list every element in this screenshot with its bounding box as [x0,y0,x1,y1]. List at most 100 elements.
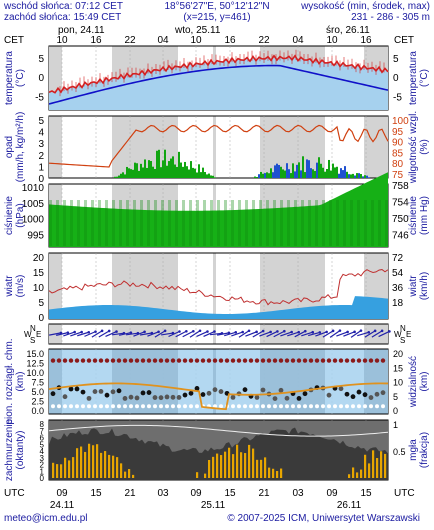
cloud-base-dot [98,389,104,394]
tick-label-left: 0.0 [31,406,44,416]
pressure-shade [196,200,199,246]
precip-bar [258,174,260,178]
copyright-text: © 2007-2025 ICM, Uniwersytet Warszawski [227,513,420,524]
wind-arrow [147,331,159,337]
wind-arrow [259,331,271,337]
pressure-shade [357,200,360,246]
wind-arrow [175,330,187,338]
cloud-low-dot [177,404,181,409]
axis-label-right: mgła [408,439,419,461]
cloud-low-dot [171,404,175,409]
wind-arrow [287,331,299,337]
wind-arrow-head [73,330,76,334]
fog-bar [108,454,111,478]
cloud-top-dot [356,358,362,363]
compass-w: W [24,330,32,339]
cloud-low-dot [231,404,235,409]
cloud-base-dot [362,392,368,398]
hour-label-bottom: 15 [90,488,102,499]
cloud-top-dot [326,358,332,363]
fog-bar [212,456,215,478]
wind-arrow [168,330,180,338]
pressure-shade [343,200,346,246]
wind-arrow-head [192,329,195,333]
cloud-low-dot [135,404,139,409]
axis-label-right: wiatr [408,275,419,298]
cloud-top-dot [284,358,290,363]
cloud-top-dot [164,358,170,363]
hour-label-bottom: 21 [124,488,136,499]
cloud-base-dot [110,389,116,395]
precip-bar [336,166,338,178]
wind-arrow-head [380,329,384,333]
tick-label-right: 10 [393,378,403,388]
tick-label-right: 0 [393,73,399,84]
fog-bar [72,457,75,478]
cloud-base-dot [212,387,218,393]
cloud-low-dot [117,404,121,409]
precip-bar [146,167,148,178]
cloud-low-dot [75,404,79,409]
cloud-base-dot [62,394,68,400]
wind-arrow [294,330,306,338]
cloud-top-dot [188,358,194,363]
precip-bar [204,172,206,178]
pressure-shade [210,200,213,246]
precip-bar [264,173,266,178]
fog-bar [112,455,115,478]
cloud-low-dot [57,404,61,409]
cloud-top-dot [92,358,98,363]
cloud-top-dot [296,358,302,363]
pressure-shade [182,200,185,246]
fog-bar [244,453,247,478]
day-label: śro, 26.11 [326,25,370,36]
cloud-top-dot [128,358,134,363]
precip-bar [214,177,216,178]
cloud-top-dot [290,358,296,363]
precip-bar [360,174,362,178]
cloud-top-dot [110,358,116,363]
elevation-values: 231 - 286 - 305 m [351,12,430,23]
cloud-low-dot [81,404,85,409]
wind-arrow [357,331,369,337]
wind-arrow [98,330,110,338]
cloud-base-dot [278,387,284,393]
precip-bar [260,171,262,178]
tick-label-left: 3 [38,139,44,150]
axis-label-left: (m/s) [15,275,26,298]
cloud-low-dot [141,404,145,409]
compass-e: E [406,330,411,339]
cloud-top-dot [368,358,374,363]
precip-bar [338,173,340,178]
fog-bar [216,453,219,478]
cloud-base-dot [176,395,182,400]
wind-arrow [70,331,82,337]
sun-times: wschód słońca: 07:12 CET zachód słońca: … [4,1,123,23]
precip-bar [314,170,316,178]
wind-arrow [189,330,201,338]
tick-label-left: 1010 [22,183,45,194]
wind-arrow-head [331,329,335,333]
cloud-base-dot [86,395,92,401]
cloud-base-dot [170,394,176,400]
cloud-top-dot [248,358,254,363]
cloud-top-dot [338,358,344,363]
axis-label-right: (km) [419,372,430,392]
fog-bar [376,458,379,478]
precip-bar [200,172,202,178]
axis-label-left: (hPa) [15,203,26,227]
precip-bar [294,171,296,178]
axis-label-right: (°C) [419,69,430,87]
contact-email[interactable]: meteo@icm.edu.pl [4,513,88,524]
precip-bar [284,170,286,178]
cloud-top-dot [62,358,68,363]
precip-bar [256,176,258,178]
wind-arrow-head [241,330,244,334]
cloud-low-dot [123,404,127,409]
tick-label-left: 5.0 [31,387,44,397]
precip-bar [128,168,130,178]
precip-bar [168,161,170,178]
precip-bar [334,167,336,178]
tick-label-left: 995 [27,231,44,242]
precip-bar [186,166,188,178]
